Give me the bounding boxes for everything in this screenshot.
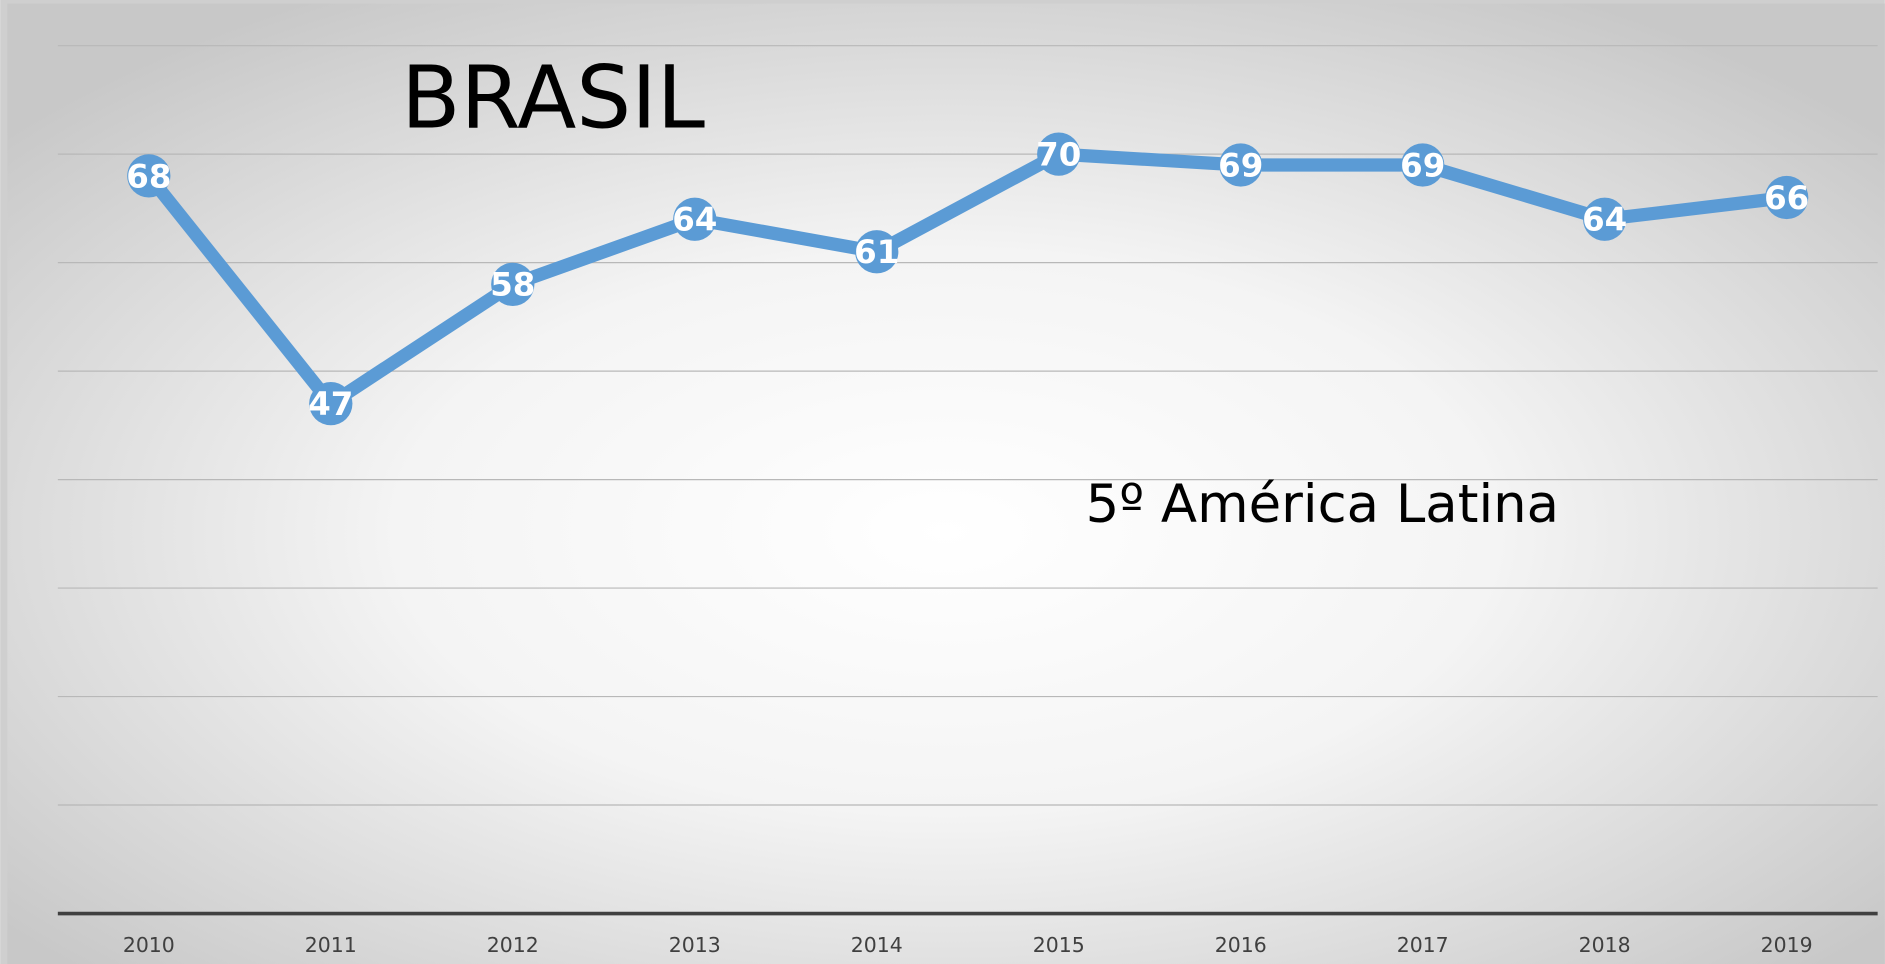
- data-label: 47: [308, 385, 353, 423]
- marker: [1219, 143, 1263, 187]
- marker: [309, 382, 353, 426]
- x-tick-label: 2019: [1761, 933, 1813, 957]
- data-label: 69: [1218, 146, 1263, 184]
- x-tick-label: 2015: [1033, 933, 1085, 957]
- marker: [1401, 143, 1445, 187]
- marker: [1583, 197, 1627, 241]
- marker: [491, 262, 535, 306]
- chart-title: BRASIL: [401, 48, 705, 148]
- data-label: 61: [854, 233, 899, 271]
- x-tick-label: 2017: [1397, 933, 1449, 957]
- background: [7, 3, 1885, 964]
- marker: [127, 154, 171, 198]
- data-label: 64: [672, 201, 717, 239]
- data-label: 68: [126, 157, 171, 195]
- annotation: 5º América Latina: [1086, 474, 1559, 535]
- data-label: 66: [1764, 179, 1809, 217]
- x-tick-label: 2010: [123, 933, 175, 957]
- marker: [1765, 175, 1809, 220]
- x-tick-label: 2013: [669, 933, 721, 957]
- marker: [673, 197, 717, 241]
- x-tick-label: 2011: [305, 933, 357, 957]
- data-label: 58: [490, 266, 535, 304]
- data-label: 64: [1582, 201, 1627, 239]
- line: [143, 147, 1788, 411]
- data-label: 69: [1400, 146, 1445, 184]
- x-tick-label: 2012: [487, 933, 539, 957]
- x-tick-label: 2018: [1579, 933, 1631, 957]
- x-tick-label: 2014: [851, 933, 903, 957]
- x-tick-label: 2016: [1215, 933, 1267, 957]
- data-label: 70: [1036, 136, 1081, 174]
- marker: [1037, 132, 1081, 176]
- marker: [855, 230, 899, 274]
